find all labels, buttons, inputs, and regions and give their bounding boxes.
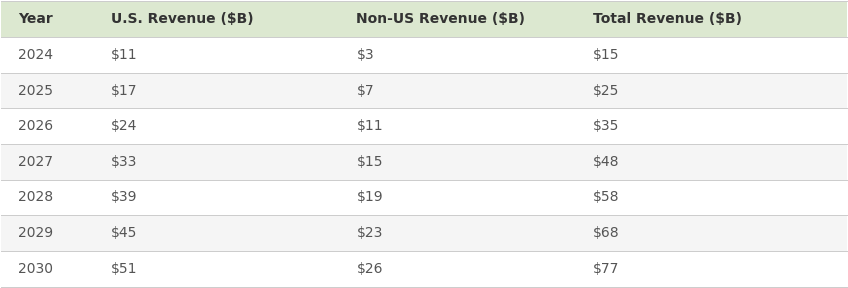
Text: 2026: 2026 [19, 119, 53, 133]
Text: 2030: 2030 [19, 262, 53, 276]
Text: U.S. Revenue ($B): U.S. Revenue ($B) [111, 12, 254, 26]
FancyBboxPatch shape [2, 251, 846, 287]
Text: $39: $39 [111, 190, 137, 204]
Text: 2028: 2028 [19, 190, 53, 204]
Text: $25: $25 [593, 84, 619, 98]
FancyBboxPatch shape [2, 180, 846, 215]
Text: Non-US Revenue ($B): Non-US Revenue ($B) [356, 12, 526, 26]
Text: $35: $35 [593, 119, 619, 133]
Text: $15: $15 [356, 155, 383, 169]
FancyBboxPatch shape [2, 144, 846, 180]
Text: $51: $51 [111, 262, 137, 276]
Text: $24: $24 [111, 119, 137, 133]
Text: $19: $19 [356, 190, 383, 204]
Text: $45: $45 [111, 226, 137, 240]
Text: 2027: 2027 [19, 155, 53, 169]
Text: Year: Year [19, 12, 53, 26]
Text: Total Revenue ($B): Total Revenue ($B) [593, 12, 742, 26]
Text: $11: $11 [111, 48, 138, 62]
Text: $33: $33 [111, 155, 137, 169]
FancyBboxPatch shape [2, 108, 846, 144]
FancyBboxPatch shape [2, 1, 846, 37]
Text: $48: $48 [593, 155, 620, 169]
Text: $11: $11 [356, 119, 383, 133]
Text: $15: $15 [593, 48, 620, 62]
Text: $23: $23 [356, 226, 382, 240]
Text: 2029: 2029 [19, 226, 53, 240]
Text: $26: $26 [356, 262, 383, 276]
Text: 2025: 2025 [19, 84, 53, 98]
Text: $68: $68 [593, 226, 620, 240]
FancyBboxPatch shape [2, 73, 846, 108]
Text: $58: $58 [593, 190, 620, 204]
Text: 2024: 2024 [19, 48, 53, 62]
FancyBboxPatch shape [2, 37, 846, 73]
Text: $3: $3 [356, 48, 374, 62]
Text: $7: $7 [356, 84, 374, 98]
FancyBboxPatch shape [2, 215, 846, 251]
Text: $17: $17 [111, 84, 137, 98]
Text: $77: $77 [593, 262, 619, 276]
